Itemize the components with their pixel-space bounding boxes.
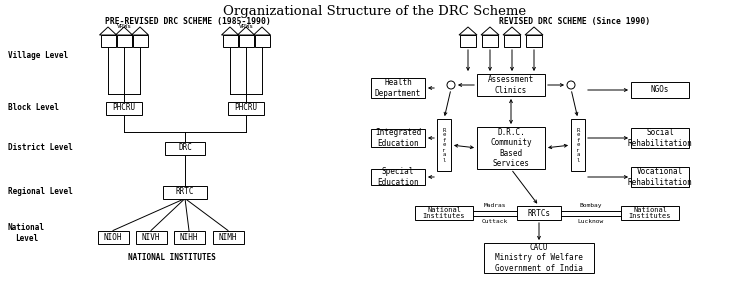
Text: Social
Rehabilitation: Social Rehabilitation — [628, 128, 692, 148]
Text: Bombay: Bombay — [580, 203, 602, 208]
Bar — [136, 230, 166, 244]
Text: Vocational
Rehabilitation: Vocational Rehabilitation — [628, 167, 692, 187]
Polygon shape — [481, 27, 499, 35]
Text: R
e
f
e
r
a
l: R e f e r a l — [576, 128, 580, 163]
Text: NIMH: NIMH — [219, 232, 237, 241]
Text: DRC: DRC — [178, 143, 192, 152]
Bar — [371, 169, 425, 185]
Polygon shape — [238, 27, 254, 35]
Bar — [504, 35, 520, 47]
Text: Village Level: Village Level — [8, 51, 68, 60]
Text: National
Level: National Level — [8, 223, 45, 243]
Polygon shape — [116, 27, 133, 35]
Polygon shape — [221, 27, 238, 35]
Text: PRE-REVISED DRC SCHEME (1985-1990): PRE-REVISED DRC SCHEME (1985-1990) — [105, 17, 271, 26]
Bar — [460, 35, 476, 47]
Text: NIOH: NIOH — [104, 232, 122, 241]
Bar — [228, 102, 264, 114]
Text: Madras: Madras — [484, 203, 506, 208]
Text: District Level: District Level — [8, 143, 73, 152]
Bar — [371, 129, 425, 147]
Bar — [100, 35, 116, 47]
Text: Lucknow: Lucknow — [578, 219, 604, 224]
Text: National
Institutes: National Institutes — [423, 206, 465, 220]
Text: PHCRU: PHCRU — [235, 103, 257, 112]
Text: REVISED DRC SCHEME (Since 1990): REVISED DRC SCHEME (Since 1990) — [500, 17, 650, 26]
Bar — [165, 142, 205, 154]
Bar — [371, 78, 425, 98]
Bar — [173, 230, 205, 244]
Bar — [415, 206, 473, 220]
Text: RRTCs: RRTCs — [527, 208, 550, 218]
Text: Regional Level: Regional Level — [8, 187, 73, 197]
Polygon shape — [459, 27, 477, 35]
Polygon shape — [254, 27, 271, 35]
Circle shape — [447, 81, 455, 89]
Bar — [133, 35, 148, 47]
Text: NIVH: NIVH — [142, 232, 160, 241]
Bar — [484, 243, 594, 273]
Bar — [254, 35, 269, 47]
Bar — [238, 35, 254, 47]
Bar — [437, 119, 451, 171]
Bar — [163, 185, 207, 199]
Text: Integrated
Education: Integrated Education — [375, 128, 422, 148]
Text: R
e
f
e
r
a
l: R e f e r a l — [442, 128, 446, 163]
Bar — [477, 127, 545, 169]
Text: Health
Department: Health Department — [375, 78, 422, 98]
Text: Special
Education: Special Education — [377, 167, 419, 187]
Circle shape — [567, 81, 575, 89]
Text: National
Institutes: National Institutes — [628, 206, 671, 220]
Bar — [98, 230, 128, 244]
Text: CACU
Ministry of Welfare
Government of India: CACU Ministry of Welfare Government of I… — [495, 243, 583, 273]
Polygon shape — [503, 27, 521, 35]
Text: Block Level: Block Level — [8, 103, 58, 112]
Bar — [621, 206, 679, 220]
Text: VRWs: VRWs — [238, 24, 254, 29]
Bar — [517, 206, 561, 220]
Text: NIHH: NIHH — [180, 232, 198, 241]
Text: Organizational Structure of the DRC Scheme: Organizational Structure of the DRC Sche… — [224, 5, 526, 18]
Text: D.R.C.
Community
Based
Services: D.R.C. Community Based Services — [490, 128, 532, 168]
Bar — [526, 35, 542, 47]
Text: Cuttack: Cuttack — [482, 219, 508, 224]
Bar — [571, 119, 585, 171]
Polygon shape — [100, 27, 116, 35]
Bar — [631, 128, 689, 148]
Bar — [223, 35, 238, 47]
Bar — [631, 167, 689, 187]
Bar — [482, 35, 498, 47]
Polygon shape — [525, 27, 543, 35]
Text: VRWs: VRWs — [116, 24, 131, 29]
Bar — [106, 102, 142, 114]
Bar — [212, 230, 244, 244]
Text: NGOs: NGOs — [651, 86, 669, 95]
Text: Assessment
Clinics: Assessment Clinics — [488, 75, 534, 95]
Text: NATIONAL INSTITUTES: NATIONAL INSTITUTES — [128, 253, 216, 262]
Polygon shape — [131, 27, 148, 35]
Bar — [631, 82, 689, 98]
Bar — [477, 74, 545, 96]
Text: PHCRU: PHCRU — [112, 103, 136, 112]
Bar — [116, 35, 131, 47]
Text: RRTC: RRTC — [176, 187, 194, 197]
